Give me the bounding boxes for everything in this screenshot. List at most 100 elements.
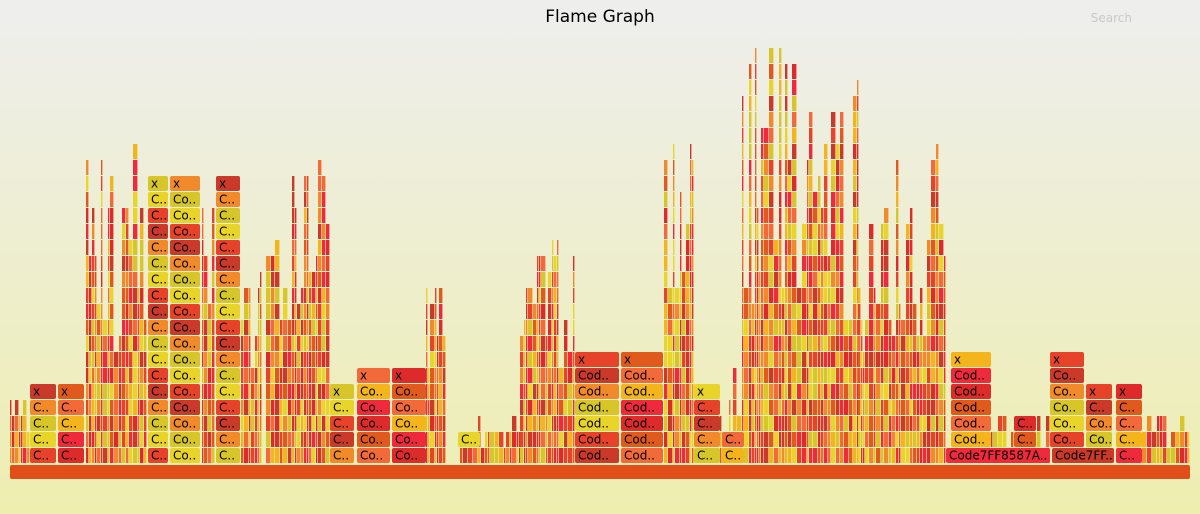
filler-frame[interactable] bbox=[744, 400, 749, 415]
filler-frame[interactable] bbox=[764, 224, 769, 239]
filler-frame[interactable] bbox=[720, 432, 722, 447]
filler-frame[interactable] bbox=[316, 288, 318, 303]
filler-frame[interactable] bbox=[439, 288, 443, 303]
filler-frame[interactable] bbox=[792, 240, 797, 255]
filler-frame[interactable] bbox=[439, 432, 443, 447]
filler-frame[interactable] bbox=[512, 448, 517, 463]
filler-frame[interactable] bbox=[757, 336, 759, 351]
filler-frame[interactable] bbox=[757, 400, 759, 415]
filler-frame[interactable] bbox=[821, 304, 824, 319]
filler-frame[interactable] bbox=[690, 144, 692, 159]
filler-frame[interactable] bbox=[853, 400, 857, 415]
filler-frame[interactable] bbox=[297, 400, 301, 415]
filler-frame[interactable] bbox=[307, 304, 309, 319]
filler-frame[interactable] bbox=[869, 256, 874, 271]
filler-frame[interactable] bbox=[110, 192, 114, 207]
filler-frame[interactable] bbox=[114, 352, 119, 367]
filler-frame[interactable] bbox=[316, 256, 318, 271]
frame-rect[interactable] bbox=[148, 416, 168, 431]
filler-frame[interactable] bbox=[520, 384, 524, 399]
filler-frame[interactable] bbox=[906, 448, 910, 463]
filler-frame[interactable] bbox=[874, 368, 876, 383]
filler-frame[interactable] bbox=[129, 272, 133, 287]
filler-frame[interactable] bbox=[809, 224, 813, 239]
frame-rect[interactable] bbox=[1050, 416, 1084, 431]
filler-frame[interactable] bbox=[865, 400, 869, 415]
filler-frame[interactable] bbox=[326, 320, 330, 335]
filler-frame[interactable] bbox=[757, 224, 759, 239]
filler-frame[interactable] bbox=[913, 400, 917, 415]
filler-frame[interactable] bbox=[876, 384, 881, 399]
filler-frame[interactable] bbox=[1160, 432, 1163, 447]
filler-frame[interactable] bbox=[97, 368, 101, 383]
filler-frame[interactable] bbox=[785, 400, 788, 415]
filler-frame[interactable] bbox=[260, 368, 262, 383]
filler-frame[interactable] bbox=[755, 288, 757, 303]
filler-frame[interactable] bbox=[546, 384, 548, 399]
filler-frame[interactable] bbox=[792, 448, 797, 463]
filler-frame[interactable] bbox=[241, 320, 244, 335]
filler-frame[interactable] bbox=[97, 384, 101, 399]
filler-frame[interactable] bbox=[686, 384, 690, 399]
filler-frame[interactable] bbox=[309, 432, 312, 447]
filler-frame[interactable] bbox=[1037, 432, 1041, 447]
filler-frame[interactable] bbox=[769, 400, 774, 415]
filler-frame[interactable] bbox=[906, 240, 910, 255]
filler-frame[interactable] bbox=[744, 320, 749, 335]
filler-frame[interactable] bbox=[749, 256, 752, 271]
filler-frame[interactable] bbox=[95, 352, 97, 367]
filler-frame[interactable] bbox=[295, 224, 297, 239]
filler-frame[interactable] bbox=[208, 448, 212, 463]
filler-frame[interactable] bbox=[931, 448, 936, 463]
filler-frame[interactable] bbox=[129, 448, 133, 463]
filler-frame[interactable] bbox=[322, 304, 326, 319]
filler-frame[interactable] bbox=[101, 304, 103, 319]
filler-frame[interactable] bbox=[126, 256, 129, 271]
filler-frame[interactable] bbox=[927, 240, 931, 255]
filler-frame[interactable] bbox=[212, 448, 215, 463]
filler-frame[interactable] bbox=[548, 320, 552, 335]
filler-frame[interactable] bbox=[742, 96, 744, 111]
filler-frame[interactable] bbox=[249, 320, 251, 335]
filler-frame[interactable] bbox=[686, 272, 690, 287]
filler-frame[interactable] bbox=[913, 416, 917, 431]
filler-frame[interactable] bbox=[322, 384, 326, 399]
filler-frame[interactable] bbox=[755, 368, 757, 383]
frame-rect[interactable] bbox=[330, 384, 354, 399]
filler-frame[interactable] bbox=[249, 448, 251, 463]
filler-frame[interactable] bbox=[792, 336, 797, 351]
filler-frame[interactable] bbox=[122, 352, 126, 367]
filler-frame[interactable] bbox=[764, 288, 769, 303]
filler-frame[interactable] bbox=[318, 368, 322, 383]
filler-frame[interactable] bbox=[307, 192, 309, 207]
filler-frame[interactable] bbox=[757, 368, 759, 383]
filler-frame[interactable] bbox=[316, 416, 318, 431]
filler-frame[interactable] bbox=[202, 208, 204, 223]
filler-frame[interactable] bbox=[675, 352, 680, 367]
filler-frame[interactable] bbox=[533, 336, 537, 351]
filler-frame[interactable] bbox=[792, 128, 797, 143]
filler-frame[interactable] bbox=[692, 176, 694, 191]
filler-frame[interactable] bbox=[853, 432, 857, 447]
filler-frame[interactable] bbox=[533, 448, 537, 463]
filler-frame[interactable] bbox=[524, 336, 526, 351]
filler-frame[interactable] bbox=[443, 384, 446, 399]
filler-frame[interactable] bbox=[426, 448, 428, 463]
filler-frame[interactable] bbox=[126, 416, 129, 431]
filler-frame[interactable] bbox=[430, 400, 435, 415]
filler-frame[interactable] bbox=[690, 288, 692, 303]
filler-frame[interactable] bbox=[807, 368, 809, 383]
filler-frame[interactable] bbox=[110, 288, 114, 303]
filler-frame[interactable] bbox=[251, 368, 255, 383]
filler-frame[interactable] bbox=[901, 320, 906, 335]
filler-frame[interactable] bbox=[752, 368, 755, 383]
filler-frame[interactable] bbox=[443, 416, 446, 431]
filler-frame[interactable] bbox=[110, 176, 114, 191]
filler-frame[interactable] bbox=[430, 416, 435, 431]
filler-frame[interactable] bbox=[692, 192, 694, 207]
filler-frame[interactable] bbox=[673, 288, 675, 303]
filler-frame[interactable] bbox=[426, 288, 428, 303]
filler-frame[interactable] bbox=[858, 352, 861, 367]
filler-frame[interactable] bbox=[692, 352, 694, 367]
frame-rect[interactable] bbox=[58, 432, 84, 447]
